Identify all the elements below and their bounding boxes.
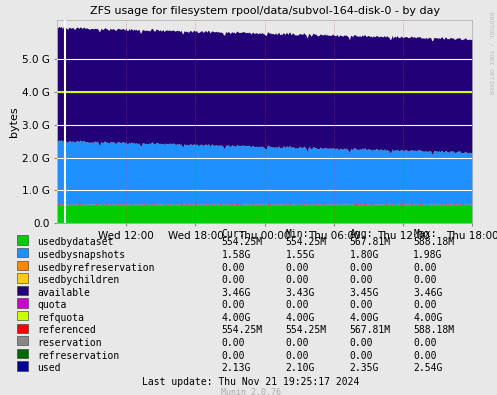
- Text: used: used: [37, 363, 61, 373]
- Text: 554.25M: 554.25M: [222, 325, 262, 335]
- Text: 0.00: 0.00: [222, 351, 245, 361]
- Text: usedbychildren: usedbychildren: [37, 275, 119, 285]
- Text: 3.46G: 3.46G: [414, 288, 443, 298]
- Text: referenced: referenced: [37, 325, 96, 335]
- Text: 0.00: 0.00: [285, 351, 309, 361]
- Text: Min:: Min:: [285, 229, 309, 239]
- Text: 0.00: 0.00: [222, 263, 245, 273]
- Bar: [17, 273, 28, 282]
- Text: 3.46G: 3.46G: [222, 288, 251, 298]
- Text: 567.81M: 567.81M: [349, 237, 391, 247]
- Text: 0.00: 0.00: [349, 351, 373, 361]
- Text: 0.00: 0.00: [349, 300, 373, 310]
- Text: Munin 2.0.76: Munin 2.0.76: [221, 388, 281, 395]
- Bar: [17, 349, 28, 358]
- Text: usedbysnapshots: usedbysnapshots: [37, 250, 125, 260]
- Text: 0.00: 0.00: [285, 300, 309, 310]
- Text: 554.25M: 554.25M: [222, 237, 262, 247]
- Text: 0.00: 0.00: [349, 338, 373, 348]
- Text: 3.45G: 3.45G: [349, 288, 379, 298]
- Text: Last update: Thu Nov 21 19:25:17 2024: Last update: Thu Nov 21 19:25:17 2024: [142, 378, 360, 387]
- Text: 0.00: 0.00: [222, 275, 245, 285]
- Text: refquota: refquota: [37, 313, 84, 323]
- Text: 1.98G: 1.98G: [414, 250, 443, 260]
- Text: Cur:: Cur:: [222, 229, 245, 239]
- Text: 2.13G: 2.13G: [222, 363, 251, 373]
- Title: ZFS usage for filesystem rpool/data/subvol-164-disk-0 - by day: ZFS usage for filesystem rpool/data/subv…: [89, 6, 440, 16]
- Text: quota: quota: [37, 300, 66, 310]
- Text: RRDTOOL / TOBI OETIKER: RRDTOOL / TOBI OETIKER: [488, 12, 493, 94]
- Text: 0.00: 0.00: [414, 275, 437, 285]
- Text: 2.10G: 2.10G: [285, 363, 315, 373]
- Text: Avg:: Avg:: [349, 229, 373, 239]
- Text: 554.25M: 554.25M: [285, 325, 327, 335]
- Text: 0.00: 0.00: [414, 263, 437, 273]
- Text: refreservation: refreservation: [37, 351, 119, 361]
- Text: 1.58G: 1.58G: [222, 250, 251, 260]
- Text: 588.18M: 588.18M: [414, 325, 454, 335]
- Bar: [17, 235, 28, 245]
- Bar: [17, 298, 28, 308]
- Text: 2.54G: 2.54G: [414, 363, 443, 373]
- Text: reservation: reservation: [37, 338, 101, 348]
- Text: 4.00G: 4.00G: [349, 313, 379, 323]
- Bar: [17, 311, 28, 320]
- Text: 0.00: 0.00: [414, 300, 437, 310]
- Text: 4.00G: 4.00G: [414, 313, 443, 323]
- Bar: [17, 261, 28, 270]
- Bar: [17, 361, 28, 371]
- Y-axis label: bytes: bytes: [9, 106, 19, 137]
- Bar: [17, 336, 28, 346]
- Text: usedbydataset: usedbydataset: [37, 237, 113, 247]
- Text: 4.00G: 4.00G: [222, 313, 251, 323]
- Text: 588.18M: 588.18M: [414, 237, 454, 247]
- Text: 3.43G: 3.43G: [285, 288, 315, 298]
- Text: 0.00: 0.00: [222, 338, 245, 348]
- Text: 554.25M: 554.25M: [285, 237, 327, 247]
- Text: 0.00: 0.00: [285, 275, 309, 285]
- Text: 2.35G: 2.35G: [349, 363, 379, 373]
- Bar: [17, 248, 28, 258]
- Text: 1.80G: 1.80G: [349, 250, 379, 260]
- Text: usedbyrefreservation: usedbyrefreservation: [37, 263, 155, 273]
- Text: available: available: [37, 288, 90, 298]
- Text: 567.81M: 567.81M: [349, 325, 391, 335]
- Text: 0.00: 0.00: [285, 338, 309, 348]
- Text: 0.00: 0.00: [349, 263, 373, 273]
- Text: 0.00: 0.00: [414, 351, 437, 361]
- Text: 0.00: 0.00: [414, 338, 437, 348]
- Text: 0.00: 0.00: [222, 300, 245, 310]
- Bar: [17, 286, 28, 295]
- Bar: [17, 324, 28, 333]
- Text: Max:: Max:: [414, 229, 437, 239]
- Text: 0.00: 0.00: [349, 275, 373, 285]
- Text: 1.55G: 1.55G: [285, 250, 315, 260]
- Text: 0.00: 0.00: [285, 263, 309, 273]
- Text: 4.00G: 4.00G: [285, 313, 315, 323]
